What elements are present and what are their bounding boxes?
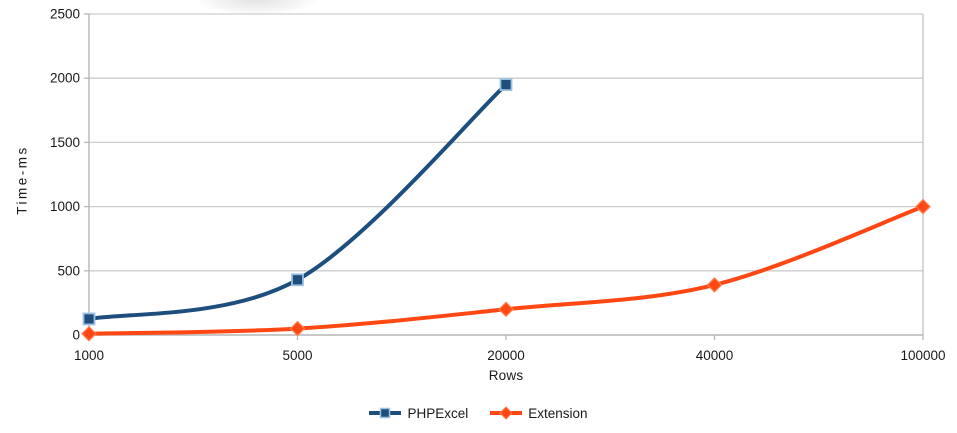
marker-extension: [289, 320, 306, 337]
y-tick-label: 0: [72, 328, 80, 343]
legend-item-extension: Extension: [490, 405, 588, 421]
x-axis-title: Rows: [488, 368, 524, 383]
x-tick-label: 1000: [74, 348, 104, 363]
x-tick-label: 40000: [696, 348, 734, 363]
y-tick-label: 500: [57, 263, 80, 278]
marker-extension: [706, 277, 723, 293]
y-axis-title: Time-ms: [14, 145, 30, 215]
marker-phpexcel: [82, 312, 96, 326]
legend-label-extension: Extension: [528, 405, 588, 421]
x-tick-label: 5000: [282, 348, 312, 363]
x-tick-label: 100000: [900, 348, 945, 363]
x-tick-label: 20000: [487, 348, 525, 363]
y-tick-label: 1500: [50, 135, 80, 150]
legend-swatch-phpexcel: [369, 407, 402, 419]
marker-extension: [81, 325, 97, 342]
marker-phpexcel: [291, 273, 304, 287]
y-tick-label: 1000: [50, 199, 80, 214]
y-tick-label: 2000: [50, 71, 80, 86]
legend-label-phpexcel: PHPExcel: [407, 405, 469, 421]
marker-extension: [498, 301, 514, 318]
legend-swatch-extension: [490, 406, 523, 420]
marker-extension: [915, 198, 931, 215]
marker-phpexcel: [499, 78, 513, 92]
legend-item-phpexcel: PHPExcel: [369, 406, 468, 421]
y-tick-label: 2500: [50, 7, 80, 22]
legend: PHPExcel Extension: [0, 403, 957, 423]
